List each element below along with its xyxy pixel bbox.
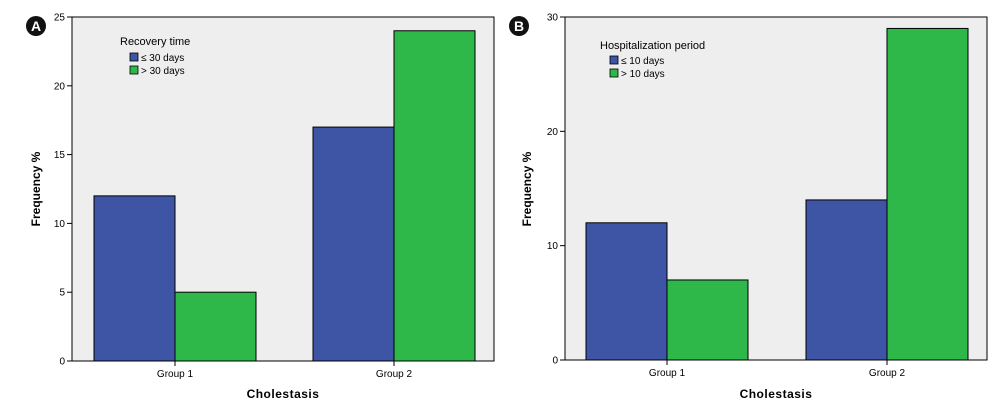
x-tick-label: Group 2 xyxy=(869,368,906,379)
y-tick-label: 25 xyxy=(54,13,66,24)
y-tick-label: 20 xyxy=(54,81,66,92)
y-tick-label: 0 xyxy=(59,357,65,368)
y-axis-label: Frequency % xyxy=(520,151,534,226)
bar-group-1-series-1 xyxy=(93,195,176,362)
chart-panel-b: 0 10 20 30 Group 1 Group 2 Cholestasis Frequenc… xyxy=(509,13,988,401)
legend-swatch-2 xyxy=(129,65,139,75)
x-tick-label: Group 1 xyxy=(157,369,194,380)
y-tick-label: 15 xyxy=(54,150,66,161)
x-tick-label: Group 1 xyxy=(649,368,686,379)
y-tick-label: 10 xyxy=(547,241,559,252)
bar-group-2-series-1 xyxy=(805,199,888,361)
x-tick-label: Group 2 xyxy=(376,369,413,380)
y-axis-label: Frequency % xyxy=(29,151,43,226)
x-axis-label: Cholestasis xyxy=(247,387,320,401)
y-tick-label: 30 xyxy=(547,13,559,24)
legend-item-1: ≤ 30 days xyxy=(141,53,184,64)
bar-group-2-series-2 xyxy=(886,27,969,361)
legend-title: Recovery time xyxy=(120,36,190,48)
panel-badge-letter: A xyxy=(31,18,41,34)
panel-badge: A xyxy=(26,16,46,36)
legend-item-2: > 30 days xyxy=(141,66,185,77)
legend-swatch-1 xyxy=(129,52,139,62)
panel-badge-letter: B xyxy=(514,18,524,34)
panel-badge-circle xyxy=(26,16,46,36)
y-tick-label: 5 xyxy=(59,288,65,299)
panel-badge-circle xyxy=(509,16,529,36)
y-tick-label: 20 xyxy=(547,127,559,138)
legend-item-1: ≤ 10 days xyxy=(621,56,664,67)
y-tick-label: 0 xyxy=(552,356,558,367)
legend-swatch-1 xyxy=(609,55,619,65)
legend: Hospitalization period ≤ 10 days > 10 days xyxy=(600,40,705,80)
bar-group-1-series-2 xyxy=(174,291,257,362)
legend-swatch-2 xyxy=(609,68,619,78)
y-tick-label: 10 xyxy=(54,219,66,230)
bar-group-2-series-1 xyxy=(312,126,395,362)
panel-badge: B xyxy=(509,16,529,36)
legend-title: Hospitalization period xyxy=(600,40,705,52)
bar-group-1-series-2 xyxy=(666,279,749,361)
legend-item-2: > 10 days xyxy=(621,69,665,80)
legend: Recovery time ≤ 30 days > 30 days xyxy=(120,36,190,77)
chart-panel-a: 0 5 10 15 20 25 Group 1 Group 2 Cholestasis Frequ… xyxy=(26,13,495,401)
bar-group-1-series-1 xyxy=(585,222,668,361)
x-axis-label: Cholestasis xyxy=(740,387,813,401)
bar-group-2-series-2 xyxy=(393,30,476,362)
